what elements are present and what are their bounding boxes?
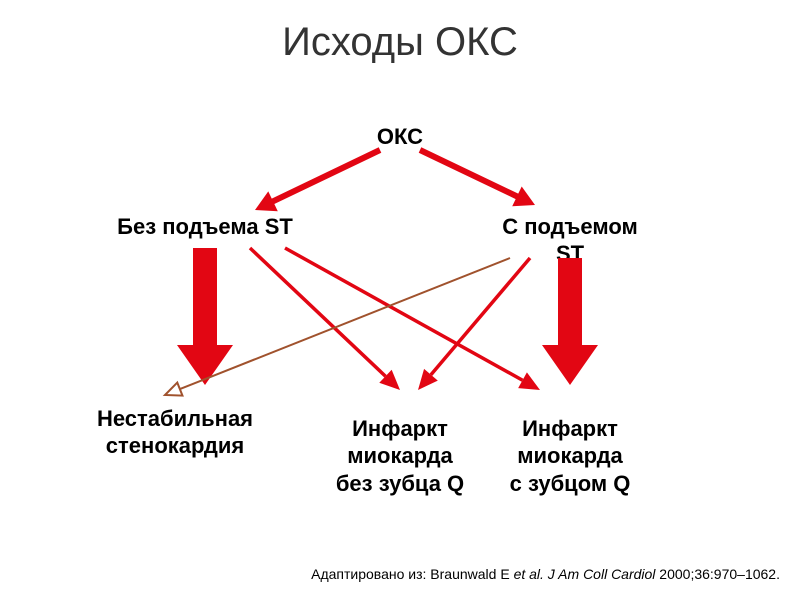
node-right: С подъемомST [420,213,720,268]
edges-layer [0,0,800,600]
citation-suffix: 2000;36:970–1062. [655,566,780,582]
node-left: Без подъема ST [55,213,355,241]
citation-prefix: Адаптировано из: Braunwald E [311,566,513,582]
page-title: Исходы ОКС [0,20,800,65]
citation-text: Адаптировано из: Braunwald E et al. J Am… [311,566,780,582]
node-root: ОКС [250,123,550,151]
node-out3: Инфарктмиокардас зубцом Q [420,415,720,498]
citation-italic: et al. J Am Coll Cardiol [514,566,656,582]
